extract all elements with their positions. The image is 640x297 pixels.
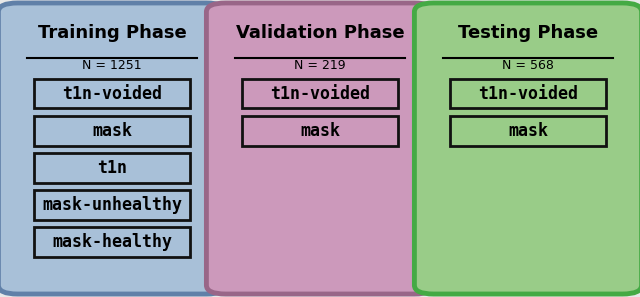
Text: Testing Phase: Testing Phase — [458, 24, 598, 42]
FancyBboxPatch shape — [206, 3, 434, 294]
Text: mask: mask — [300, 122, 340, 140]
Text: Validation Phase: Validation Phase — [236, 24, 404, 42]
Text: mask: mask — [508, 122, 548, 140]
FancyBboxPatch shape — [34, 227, 191, 257]
Text: N = 568: N = 568 — [502, 59, 554, 72]
Text: mask-healthy: mask-healthy — [52, 233, 172, 251]
FancyBboxPatch shape — [450, 79, 607, 108]
FancyBboxPatch shape — [34, 79, 191, 108]
FancyBboxPatch shape — [242, 79, 398, 108]
FancyBboxPatch shape — [34, 116, 191, 146]
Text: mask-unhealthy: mask-unhealthy — [42, 196, 182, 214]
Text: N = 219: N = 219 — [294, 59, 346, 72]
FancyBboxPatch shape — [242, 116, 398, 146]
Text: t1n: t1n — [97, 159, 127, 177]
Text: mask: mask — [92, 122, 132, 140]
FancyBboxPatch shape — [34, 153, 191, 183]
FancyBboxPatch shape — [415, 3, 640, 294]
FancyBboxPatch shape — [0, 3, 226, 294]
Text: N = 1251: N = 1251 — [82, 59, 142, 72]
Text: Training Phase: Training Phase — [38, 24, 186, 42]
FancyBboxPatch shape — [34, 190, 191, 220]
Text: t1n-voided: t1n-voided — [270, 85, 370, 102]
Text: t1n-voided: t1n-voided — [62, 85, 162, 102]
FancyBboxPatch shape — [450, 116, 607, 146]
Text: t1n-voided: t1n-voided — [478, 85, 578, 102]
